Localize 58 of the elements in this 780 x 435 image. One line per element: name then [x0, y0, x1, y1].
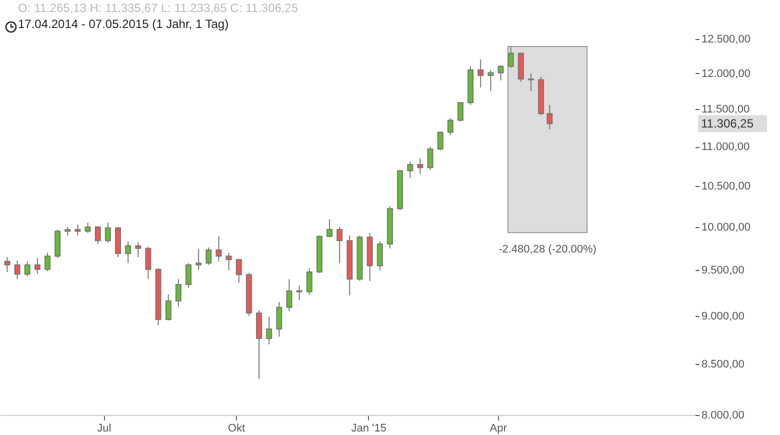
- y-tick-label: 8.000,00: [702, 410, 744, 422]
- candlestick: [216, 236, 222, 262]
- candlestick: [44, 252, 50, 272]
- candlestick: [336, 226, 343, 264]
- candlestick: [326, 218, 333, 238]
- x-tick-label: Jul: [97, 422, 112, 434]
- candlestick: [94, 226, 101, 245]
- y-tick-label: 9.000,00: [702, 310, 744, 322]
- y-tick-label: 10.000,00: [702, 222, 750, 234]
- candlestick: [84, 222, 91, 234]
- candlestick: [34, 257, 40, 274]
- candlestick: [417, 158, 424, 174]
- y-tick-label: 11.500,00: [702, 104, 750, 116]
- candlestick: [24, 260, 30, 277]
- chart-title: O: 11.265,13 H: 11.335,67 L: 11.233,65 C: 11.306,25: [18, 1, 298, 15]
- y-tick-label: 10.500,00: [702, 180, 750, 192]
- candlestick: [165, 294, 172, 321]
- y-tick-label: 11.000,00: [702, 141, 750, 154]
- x-tick-label: Jan '15: [351, 422, 386, 434]
- band-label: -2.480,28 (-20.00%): [498, 244, 596, 256]
- y-tick-label: 8.500,00: [702, 358, 744, 370]
- candlestick: [546, 104, 553, 130]
- candlestick: [135, 242, 142, 258]
- candlestick: [407, 160, 414, 178]
- candlestick: [74, 224, 81, 236]
- candlestick: [498, 64, 504, 81]
- candlestick: [226, 252, 232, 271]
- candlestick: [437, 131, 444, 152]
- candlestick: [104, 222, 111, 243]
- candlestick: [488, 69, 494, 92]
- y-tick-label: 9.500,00: [702, 264, 744, 277]
- candlestick: [306, 268, 312, 296]
- text: 11.306,25: [701, 116, 754, 131]
- candlestick: [427, 146, 434, 170]
- candlestick: [528, 72, 534, 92]
- candlestick: [236, 258, 242, 284]
- candlestick: [186, 262, 192, 289]
- candlestick: [196, 248, 202, 271]
- candlestick: [206, 246, 212, 266]
- x-tick-label: Okt: [228, 422, 246, 434]
- candlestick: [457, 101, 464, 122]
- chart-subtitle: 17.04.2014 - 07.05.2015 (1 Jahr, 1 Tag): [18, 17, 229, 31]
- candlestick: [286, 278, 292, 312]
- candlestick: [4, 256, 10, 272]
- candlestick: [145, 246, 152, 280]
- y-tick-label: 12.500,00: [702, 34, 750, 46]
- candlestick: [14, 260, 20, 280]
- candlestick: [296, 284, 302, 300]
- candlestick: [447, 118, 454, 136]
- x-tick-label: Apr: [490, 422, 508, 434]
- candlestick: [508, 46, 514, 68]
- candlestick: [376, 240, 383, 271]
- y-tick-label: 12.000,00: [702, 68, 750, 80]
- candlestick: [175, 278, 182, 307]
- candlestick: [276, 301, 282, 338]
- candlestick: [478, 58, 484, 88]
- candlestick: [125, 240, 132, 264]
- candlestick: [266, 316, 272, 345]
